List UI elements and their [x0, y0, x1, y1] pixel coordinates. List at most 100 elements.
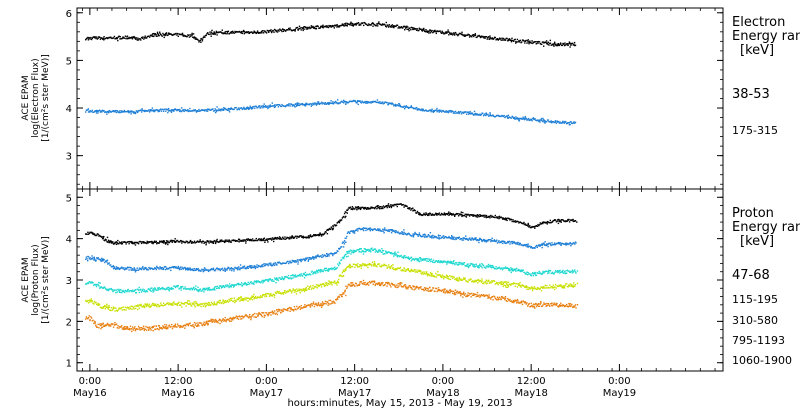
data-point: [133, 112, 135, 114]
data-point: [151, 304, 153, 306]
data-point: [265, 294, 267, 296]
data-point: [113, 289, 116, 291]
data-point: [307, 235, 310, 237]
data-point: [151, 241, 154, 243]
data-point: [166, 288, 168, 290]
data-point: [419, 257, 421, 259]
data-point: [539, 222, 541, 224]
data-point: [96, 304, 99, 306]
data-point: [278, 236, 281, 238]
data-point: [201, 240, 204, 242]
data-point: [93, 258, 96, 260]
data-point: [471, 264, 474, 266]
data-point: [96, 110, 98, 113]
data-point: [289, 289, 291, 291]
data-point: [251, 282, 254, 284]
data-point: [496, 217, 499, 219]
data-point: [200, 37, 202, 40]
data-point: [384, 24, 386, 26]
data-point: [461, 215, 463, 218]
data-point: [207, 287, 209, 289]
data-point: [148, 303, 151, 305]
data-point: [402, 257, 405, 259]
data-point: [229, 285, 231, 287]
data-point: [150, 267, 152, 269]
data-point: [208, 286, 210, 289]
data-point: [547, 43, 549, 46]
data-point: [173, 266, 175, 268]
data-point: [160, 268, 162, 270]
data-point: [240, 267, 243, 269]
data-point: [454, 110, 457, 113]
data-point: [527, 246, 530, 248]
data-point: [131, 240, 133, 243]
data-point: [314, 257, 316, 259]
data-point: [157, 289, 159, 291]
data-point: [434, 109, 436, 112]
data-point: [148, 241, 150, 243]
data-point: [226, 30, 229, 33]
data-point: [324, 284, 326, 286]
data-point: [265, 32, 268, 34]
data-point: [167, 240, 169, 242]
data-point: [437, 234, 440, 236]
data-point: [198, 289, 200, 292]
data-point: [370, 228, 372, 230]
data-point: [223, 107, 225, 109]
data-point: [307, 285, 309, 287]
data-point: [420, 235, 422, 238]
data-point: [308, 236, 310, 238]
data-point: [162, 240, 165, 242]
data-point: [262, 105, 265, 107]
data-point: [423, 259, 425, 261]
data-point: [448, 214, 450, 216]
data-point: [261, 32, 263, 34]
data-point: [195, 268, 198, 270]
data-point: [207, 32, 209, 34]
data-point: [521, 269, 523, 271]
data-point: [165, 32, 168, 35]
data-point: [402, 204, 405, 206]
data-point: [216, 106, 218, 108]
data-point: [390, 252, 393, 254]
data-point: [209, 269, 211, 272]
data-point: [218, 287, 220, 289]
data-point: [246, 31, 248, 34]
data-point: [517, 269, 519, 272]
data-point: [513, 221, 516, 223]
data-point: [314, 256, 316, 258]
data-point: [137, 304, 139, 306]
data-point: [493, 216, 496, 219]
data-point: [194, 109, 196, 111]
data-point: [491, 37, 494, 39]
data-point: [459, 238, 461, 241]
data-point: [114, 111, 116, 113]
data-point: [471, 214, 474, 216]
data-point: [277, 292, 280, 294]
data-point: [258, 238, 260, 240]
data-point: [104, 238, 107, 240]
data-point: [425, 258, 427, 260]
data-point: [328, 101, 330, 104]
data-point: [145, 267, 147, 269]
data-point: [421, 110, 424, 112]
data-point: [235, 107, 238, 109]
data-point: [388, 102, 391, 104]
data-point: [129, 241, 132, 243]
data-point: [163, 33, 166, 36]
data-point: [246, 265, 249, 268]
data-point: [433, 30, 435, 32]
data-point: [348, 252, 350, 254]
data-point: [268, 31, 270, 33]
data-point: [198, 303, 200, 306]
data-point: [483, 239, 485, 241]
data-point: [518, 40, 520, 42]
data-point: [453, 214, 455, 216]
data-point: [345, 268, 347, 270]
data-point: [299, 235, 302, 237]
data-point: [440, 260, 442, 262]
data-point: [85, 258, 87, 260]
data-point: [386, 102, 388, 104]
data-point: [465, 238, 467, 240]
data-point: [343, 255, 346, 257]
